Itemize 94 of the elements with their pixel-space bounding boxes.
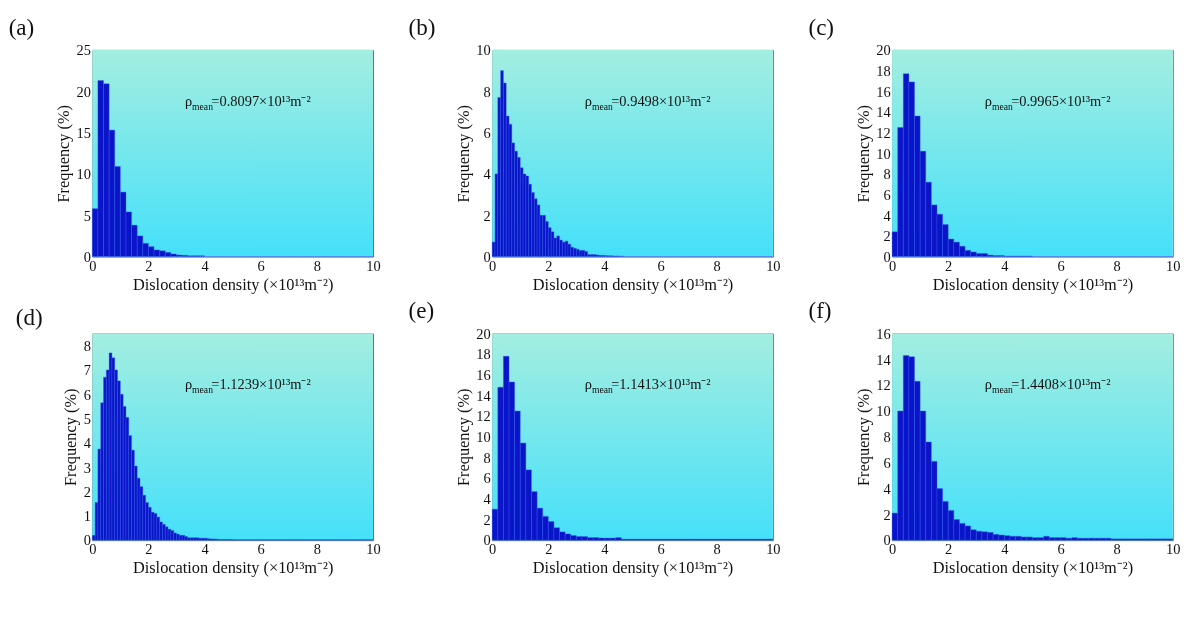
y-tick-label: 25 [76, 42, 91, 59]
x-tick-label: 10 [766, 257, 781, 274]
x-axis-title: Dislocation density (×10¹³m⁻²) [932, 274, 1134, 294]
x-tick-label: 6 [257, 257, 265, 274]
y-tick-label: 20 [876, 42, 891, 59]
y-tick-label: 4 [483, 166, 491, 183]
y-tick-label: 10 [476, 429, 491, 446]
x-tick-label: 2 [945, 541, 953, 558]
x-tick-label: 10 [366, 541, 381, 558]
y-tick-label: 4 [483, 491, 491, 508]
chart-title: (e) [408, 297, 435, 324]
y-tick-label: 2 [883, 506, 891, 523]
y-axis-title: Frequency (%) [853, 104, 873, 203]
x-axis-title: Dislocation density (×10¹³m⁻²) [132, 274, 334, 294]
x-tick-label: 4 [201, 541, 209, 558]
x-tick-label: 6 [657, 541, 665, 558]
y-tick-label: 2 [483, 511, 491, 528]
y-tick-label: 8 [483, 449, 491, 466]
x-tick-label: 2 [145, 257, 153, 274]
y-axis-title: Frequency (%) [853, 388, 873, 487]
x-tick-label: 6 [257, 541, 265, 558]
y-tick-label: 5 [83, 410, 91, 427]
y-tick-label: 16 [876, 83, 891, 100]
x-tick-label: 10 [766, 541, 781, 558]
x-tick-label: 8 [713, 257, 721, 274]
y-axis-title: Frequency (%) [60, 388, 80, 487]
y-tick-label: 5 [83, 207, 91, 224]
y-tick-label: 2 [83, 483, 91, 500]
x-tick-label: 6 [657, 257, 665, 274]
x-tick-label: 4 [1001, 541, 1009, 558]
y-tick-label: 20 [76, 83, 91, 100]
x-tick-label: 4 [601, 257, 609, 274]
chart-title: (d) [15, 303, 43, 330]
y-tick-label: 10 [76, 166, 91, 183]
y-tick-label: 18 [876, 62, 891, 79]
y-tick-label: 14 [876, 351, 891, 368]
y-tick-label: 15 [76, 124, 91, 141]
chart-title: (b) [408, 13, 436, 40]
y-tick-label: 3 [83, 459, 91, 476]
y-tick-label: 8 [883, 166, 891, 183]
y-tick-label: 12 [476, 408, 491, 425]
y-axis-title: Frequency (%) [453, 388, 473, 487]
y-tick-label: 4 [83, 435, 91, 452]
y-tick-label: 16 [876, 325, 891, 342]
chart-title: (a) [8, 13, 35, 40]
y-tick-label: 1 [83, 508, 91, 525]
y-tick-label: 10 [876, 403, 891, 420]
y-tick-label: 7 [83, 362, 91, 379]
x-tick-label: 10 [366, 257, 381, 274]
y-tick-label: 14 [476, 387, 491, 404]
y-axis-title: Frequency (%) [53, 104, 73, 203]
y-tick-label: 4 [883, 480, 891, 497]
y-tick-label: 6 [83, 386, 91, 403]
x-tick-label: 10 [1166, 541, 1181, 558]
y-tick-label: 8 [83, 337, 91, 354]
y-tick-label: 10 [876, 145, 891, 162]
x-tick-label: 4 [1001, 257, 1009, 274]
x-tick-label: 2 [145, 541, 153, 558]
x-tick-label: 8 [313, 541, 321, 558]
x-tick-label: 6 [1057, 541, 1065, 558]
y-tick-label: 18 [476, 346, 491, 363]
x-axis-title: Dislocation density (×10¹³m⁻²) [932, 558, 1134, 578]
x-tick-label: 4 [601, 541, 609, 558]
x-tick-label: 6 [1057, 257, 1065, 274]
y-tick-label: 12 [876, 124, 891, 141]
y-tick-label: 8 [483, 83, 491, 100]
chart-title: (f) [808, 297, 832, 324]
y-tick-label: 6 [883, 454, 891, 471]
x-tick-label: 4 [201, 257, 209, 274]
y-tick-label: 2 [483, 207, 491, 224]
x-tick-label: 2 [545, 541, 553, 558]
x-tick-label: 2 [945, 257, 953, 274]
y-tick-label: 20 [476, 325, 491, 342]
x-tick-label: 8 [1113, 257, 1121, 274]
y-tick-label: 14 [876, 104, 891, 121]
x-axis-title: Dislocation density (×10¹³m⁻²) [532, 274, 734, 294]
y-tick-label: 10 [476, 42, 491, 59]
y-tick-label: 8 [883, 429, 891, 446]
y-tick-label: 6 [883, 186, 891, 203]
x-axis-title: Dislocation density (×10¹³m⁻²) [532, 558, 734, 578]
y-tick-label: 16 [476, 367, 491, 384]
y-tick-label: 4 [883, 207, 891, 224]
x-tick-label: 2 [545, 257, 553, 274]
y-tick-label: 6 [483, 470, 491, 487]
y-axis-title: Frequency (%) [453, 104, 473, 203]
x-tick-label: 10 [1166, 257, 1181, 274]
y-tick-label: 2 [883, 228, 891, 245]
chart-title: (c) [808, 13, 835, 40]
y-tick-label: 6 [483, 124, 491, 141]
x-tick-label: 8 [713, 541, 721, 558]
x-tick-label: 8 [313, 257, 321, 274]
x-tick-label: 8 [1113, 541, 1121, 558]
y-tick-label: 12 [876, 377, 891, 394]
x-axis-title: Dislocation density (×10¹³m⁻²) [132, 558, 334, 578]
